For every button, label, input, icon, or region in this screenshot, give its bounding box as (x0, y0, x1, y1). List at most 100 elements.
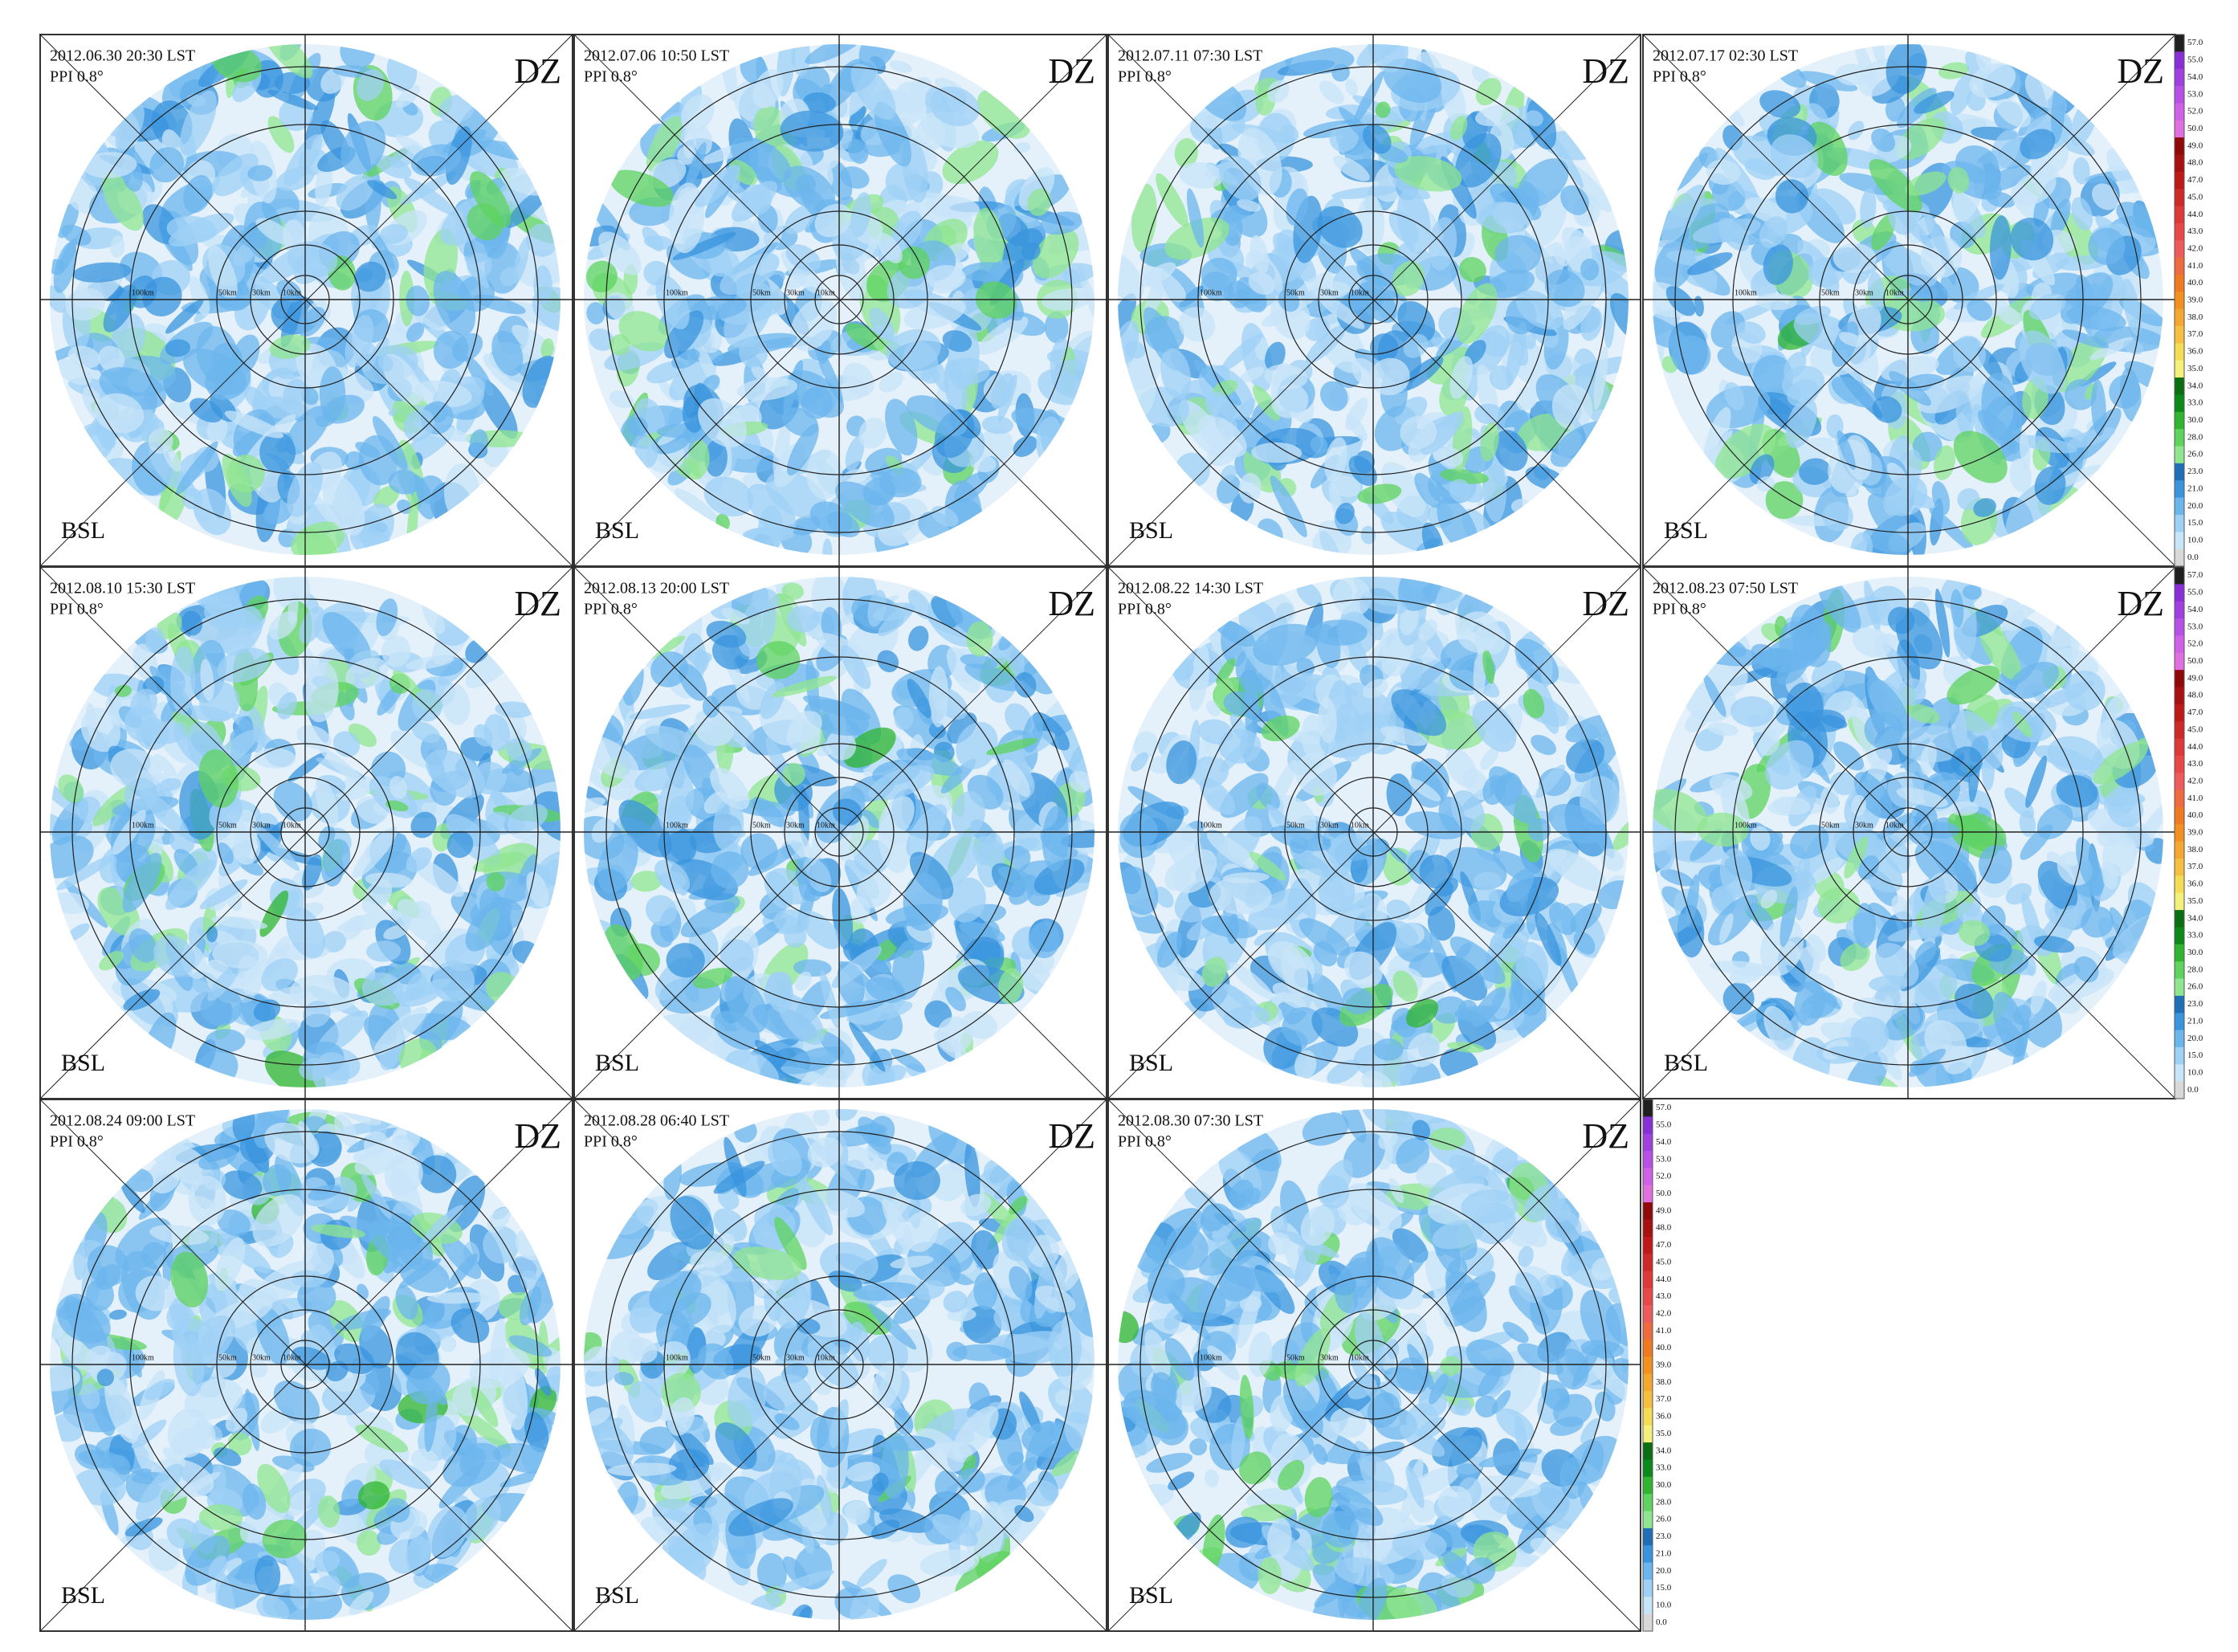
echo (446, 830, 474, 859)
colorbar-band (2175, 1064, 2184, 1083)
echo (768, 1140, 802, 1177)
echo (1820, 786, 1840, 814)
echo (170, 646, 196, 714)
echo (170, 1251, 209, 1307)
echo (1392, 261, 1425, 296)
echo (1160, 348, 1192, 400)
range-label: 50km (752, 288, 771, 297)
colorbar-band (2175, 652, 2184, 671)
echo (1493, 430, 1528, 471)
echo (971, 1230, 1000, 1270)
echo (1049, 1423, 1070, 1444)
echo (942, 141, 999, 185)
echo (942, 330, 972, 353)
echo (1489, 365, 1514, 390)
echo (508, 1335, 552, 1357)
range-ring (129, 656, 481, 1008)
echo (891, 210, 923, 250)
echo (1034, 1285, 1076, 1313)
echo (1958, 920, 1991, 946)
echo (1978, 844, 2012, 884)
echo (1686, 252, 1733, 275)
echo (80, 1383, 100, 1409)
echo (931, 1162, 968, 1201)
echo (1580, 1417, 1600, 1443)
colorbar-band (2175, 738, 2184, 757)
echo (1722, 982, 1755, 1015)
scan-label: PPI 0.8° (584, 601, 638, 618)
echo (334, 1114, 358, 1148)
echo (903, 873, 943, 931)
echo (747, 483, 797, 536)
field-label: DZ (2117, 584, 2164, 623)
echo (997, 968, 1024, 1005)
colorbar-band (2175, 257, 2184, 275)
echo (2107, 792, 2144, 827)
echo (1449, 356, 1474, 399)
range-label: 30km (1320, 288, 1339, 297)
colorbar-band (2175, 824, 2184, 842)
echo (1332, 155, 1370, 182)
echo (349, 1591, 374, 1615)
range-label: 100km (132, 288, 154, 297)
echo (1267, 1518, 1292, 1560)
echo (1912, 431, 1942, 463)
echo (798, 870, 812, 901)
echo (2078, 361, 2117, 387)
echo (1871, 128, 1896, 153)
echo (1298, 918, 1351, 956)
echo (585, 1407, 611, 1426)
echo (2047, 736, 2103, 776)
range-label: 100km (1735, 821, 1757, 830)
echo (1369, 357, 1410, 396)
echo (2010, 218, 2054, 261)
site-label: BSL (1129, 1582, 1173, 1609)
echo (149, 147, 184, 183)
echo (1610, 292, 1629, 340)
echo (930, 86, 980, 127)
diagonal (1642, 566, 2176, 1099)
echo (1249, 235, 1270, 274)
echo (1304, 317, 1330, 341)
echo (1239, 366, 1265, 383)
range-ring (750, 210, 928, 389)
echo (1806, 934, 1826, 962)
echo (584, 1346, 614, 1373)
echo (1421, 411, 1464, 455)
echo (1820, 715, 1848, 729)
colorbar-label: 43.0 (2187, 226, 2203, 236)
range-label: 10km (817, 288, 835, 297)
echo (875, 939, 897, 961)
echo (181, 610, 202, 636)
echo (491, 330, 524, 376)
echo (1547, 848, 1607, 891)
range-label: 30km (252, 1353, 271, 1362)
diagonal (1107, 34, 1641, 567)
echo (291, 1270, 325, 1288)
echo (1553, 1393, 1592, 1427)
echo (1118, 320, 1139, 379)
echo (1845, 1050, 1889, 1087)
echo (1378, 1130, 1398, 1150)
echo (1119, 813, 1158, 847)
colorbar-label: 44.0 (2187, 210, 2203, 219)
echo (1307, 973, 1344, 1017)
echo (162, 1232, 173, 1290)
echo (584, 797, 606, 815)
echo (373, 1006, 428, 1055)
echo (704, 439, 728, 477)
echo (122, 852, 162, 913)
echo (807, 1339, 859, 1389)
echo (629, 704, 691, 720)
range-ring (1732, 124, 2084, 475)
range-label: 50km (218, 1353, 237, 1362)
colorbar-band (2175, 687, 2184, 705)
echo (764, 1374, 813, 1412)
echo (1811, 660, 1845, 694)
echo (1456, 1463, 1480, 1481)
echo (85, 703, 98, 740)
echo (1496, 1408, 1535, 1441)
echo (82, 152, 137, 178)
echo (869, 307, 895, 342)
